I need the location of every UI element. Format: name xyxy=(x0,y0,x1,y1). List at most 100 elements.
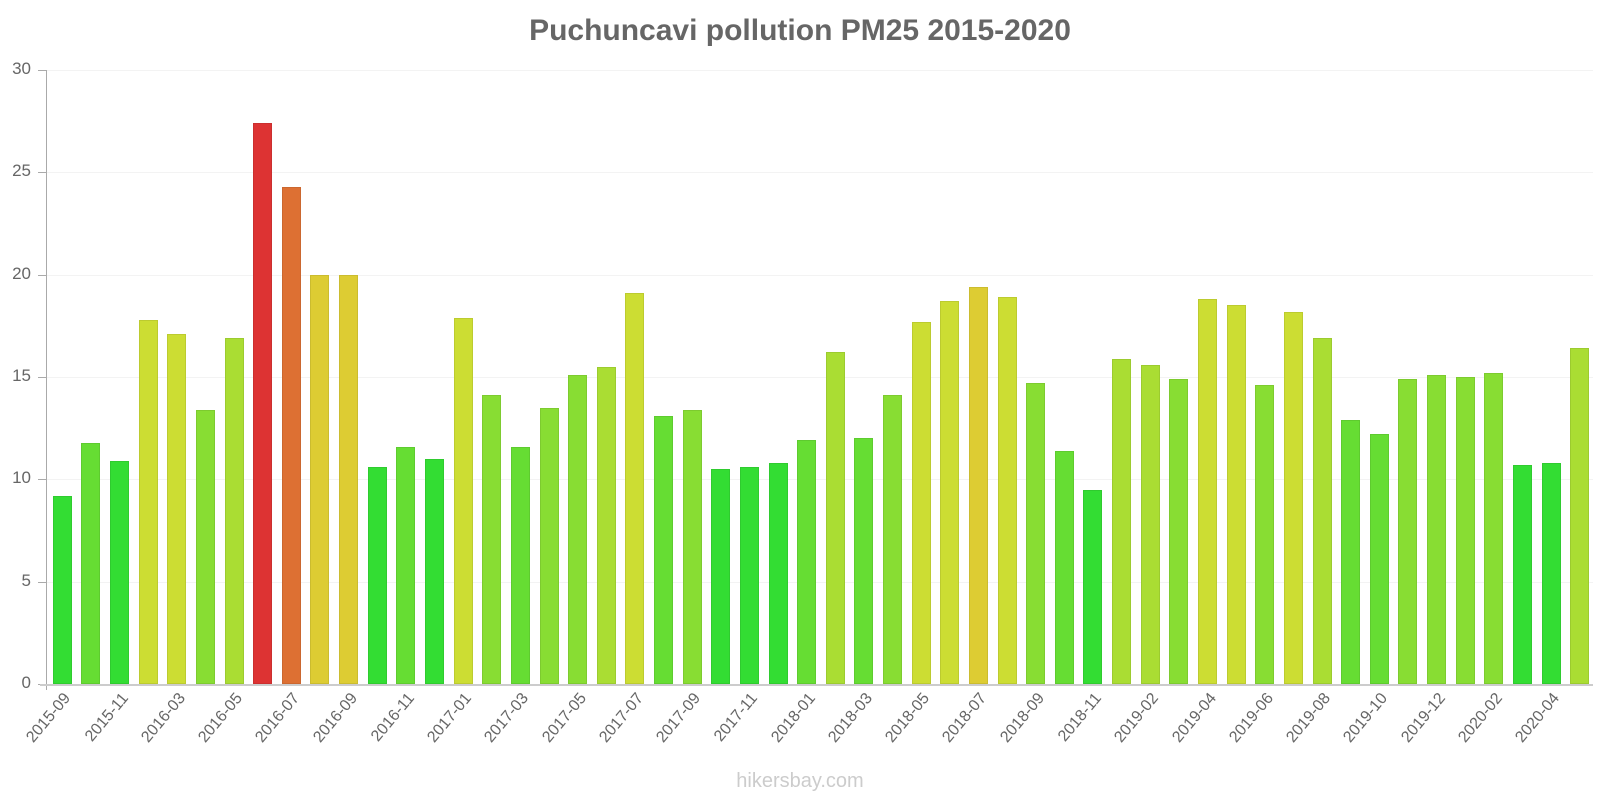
y-tick-label: 10 xyxy=(12,468,31,488)
bar-2019-01[interactable] xyxy=(1112,358,1132,684)
x-tick-label: 2019-12 xyxy=(1397,690,1449,746)
bar-2018-10[interactable] xyxy=(1054,450,1074,684)
x-tick-label: 2018-01 xyxy=(767,690,819,746)
gridline xyxy=(47,581,1593,583)
x-tick-label: 2016-09 xyxy=(309,690,361,746)
x-axis-line xyxy=(40,684,1593,686)
bar-2019-10[interactable] xyxy=(1369,434,1389,684)
y-tick-label: 15 xyxy=(12,366,31,385)
bar-2016-08[interactable] xyxy=(310,274,330,684)
bar-2017-01[interactable] xyxy=(453,317,473,684)
bar-2018-08[interactable] xyxy=(997,297,1017,684)
bar-2016-09[interactable] xyxy=(339,274,359,684)
x-tick-label: 2016-07 xyxy=(252,690,304,746)
gridline xyxy=(47,479,1593,481)
bar-2020-01[interactable] xyxy=(1455,377,1475,684)
bar-2017-03[interactable] xyxy=(510,446,530,684)
x-tick-label: 2017-05 xyxy=(538,690,590,746)
x-tick-label: 2017-03 xyxy=(481,690,533,746)
bar-2017-02[interactable] xyxy=(482,395,502,684)
y-tick-label: 5 xyxy=(21,570,31,590)
x-tick-label: 2019-06 xyxy=(1226,690,1277,746)
x-tick-label: 2016-11 xyxy=(367,690,418,745)
bar-2019-02[interactable] xyxy=(1140,364,1160,684)
x-tick-label: 2020-04 xyxy=(1512,690,1564,746)
watermark: hikersbay.com xyxy=(736,770,864,792)
x-tick-label: 2018-11 xyxy=(1054,690,1105,745)
bar-2018-07[interactable] xyxy=(968,286,988,684)
gridline xyxy=(47,377,1593,378)
bar-2019-04[interactable] xyxy=(1198,299,1217,684)
x-tick-label: 2016-03 xyxy=(138,690,189,746)
bar-2018-02[interactable] xyxy=(825,352,845,684)
bar-2016-12[interactable] xyxy=(425,458,444,684)
bar-2019-12[interactable] xyxy=(1427,374,1447,684)
bar-2016-02[interactable] xyxy=(138,319,158,684)
bar-2018-04[interactable] xyxy=(883,395,903,684)
y-tick-mark xyxy=(38,581,46,583)
bar-2018-05[interactable] xyxy=(911,321,931,684)
y-tick-mark xyxy=(38,172,46,174)
bar-2020-05[interactable] xyxy=(1570,348,1590,684)
bar-2020-04[interactable] xyxy=(1541,462,1561,684)
bar-2017-11[interactable] xyxy=(739,467,759,684)
x-tick-label: 2018-03 xyxy=(825,690,876,746)
bar-2018-01[interactable] xyxy=(797,440,817,684)
x-tick-label: 2015-09 xyxy=(23,690,75,746)
x-tick-label: 2019-04 xyxy=(1168,690,1220,746)
x-tick-label: 2019-08 xyxy=(1283,690,1335,746)
bar-2019-11[interactable] xyxy=(1398,379,1418,684)
x-tick-label: 2016-05 xyxy=(195,690,247,746)
bar-2018-06[interactable] xyxy=(940,301,960,684)
bar-2018-11[interactable] xyxy=(1083,489,1103,684)
y-tick-label: 25 xyxy=(12,161,31,181)
y-tick-mark xyxy=(38,70,46,71)
bar-2016-04[interactable] xyxy=(195,409,215,684)
plot-area xyxy=(47,70,1593,684)
bar-2017-06[interactable] xyxy=(596,366,616,684)
bar-2015-11[interactable] xyxy=(110,460,130,684)
y-tick-mark xyxy=(38,377,46,378)
bar-2019-07[interactable] xyxy=(1283,311,1303,684)
chart-title: Puchuncavi pollution PM25 2015-2020 xyxy=(529,14,1071,47)
bar-2019-03[interactable] xyxy=(1169,379,1189,684)
bar-2017-04[interactable] xyxy=(539,407,559,684)
bar-2016-07[interactable] xyxy=(281,186,301,684)
bar-2015-09[interactable] xyxy=(52,495,72,684)
bar-2019-06[interactable] xyxy=(1255,385,1275,684)
y-tick-mark xyxy=(38,479,46,481)
bar-2016-06[interactable] xyxy=(253,123,273,684)
bar-2016-11[interactable] xyxy=(396,446,416,684)
x-tick-label: 2017-11 xyxy=(711,690,762,745)
bar-2016-10[interactable] xyxy=(367,467,387,684)
x-tick-label: 2020-02 xyxy=(1455,690,1506,746)
bar-2017-12[interactable] xyxy=(768,462,788,684)
bar-2018-03[interactable] xyxy=(854,438,874,684)
bar-2017-10[interactable] xyxy=(711,469,731,684)
x-tick-label: 2019-10 xyxy=(1340,690,1392,746)
bar-2019-05[interactable] xyxy=(1226,305,1246,684)
x-tick-label: 2019-02 xyxy=(1111,690,1163,746)
x-tick-label: 2017-07 xyxy=(596,690,647,746)
gridline xyxy=(47,274,1593,276)
bar-2018-09[interactable] xyxy=(1026,383,1046,684)
bar-2020-03[interactable] xyxy=(1512,465,1532,684)
bar-2015-10[interactable] xyxy=(81,442,101,684)
x-tick-label: 2017-09 xyxy=(653,690,705,746)
bar-2017-09[interactable] xyxy=(682,409,702,684)
bar-2017-05[interactable] xyxy=(568,374,588,684)
bar-2019-09[interactable] xyxy=(1341,419,1361,684)
y-tick-label: 30 xyxy=(12,59,31,78)
bar-2016-05[interactable] xyxy=(224,338,244,684)
y-axis-line xyxy=(46,70,47,690)
bar-2019-08[interactable] xyxy=(1312,338,1332,684)
bar-2020-02[interactable] xyxy=(1484,372,1504,684)
bar-2017-07[interactable] xyxy=(625,293,645,684)
gridline xyxy=(47,70,1593,71)
y-tick-mark xyxy=(38,274,46,276)
gridline xyxy=(47,172,1593,174)
x-tick-label: 2015-11 xyxy=(81,690,132,745)
bar-2017-08[interactable] xyxy=(654,415,674,684)
x-tick-label: 2018-05 xyxy=(882,690,934,746)
bar-2016-03[interactable] xyxy=(167,334,187,684)
